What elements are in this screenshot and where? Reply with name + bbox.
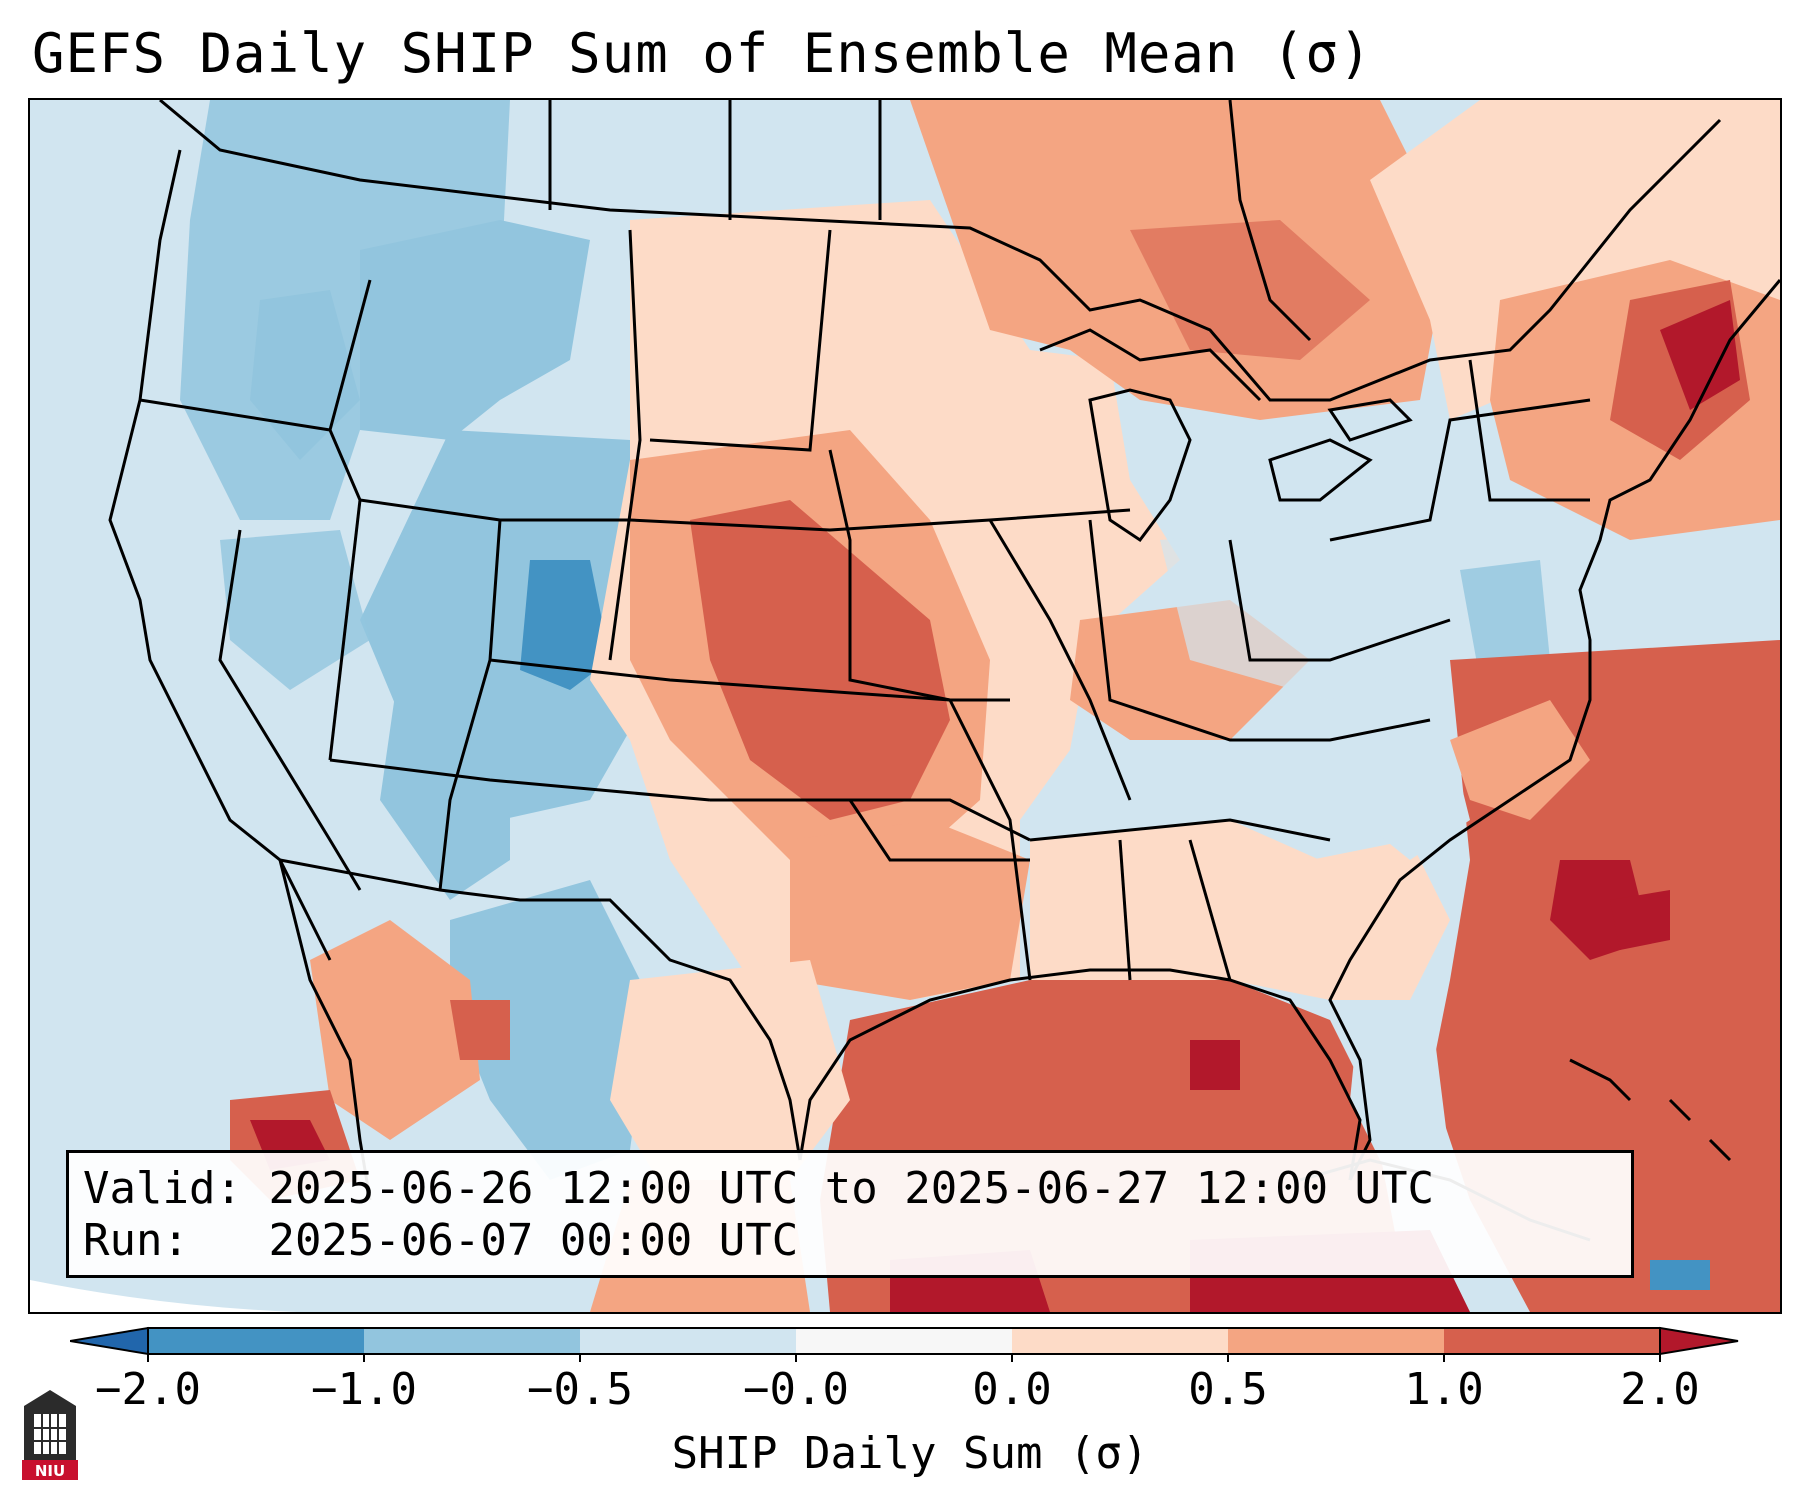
- valid-row: Valid: 2025-06-26 12:00 UTC to 2025-06-2…: [83, 1163, 1434, 1214]
- run-row: Run: 2025-06-07 00:00 UTC: [83, 1215, 798, 1266]
- colorbar-tick-label: −2.0: [95, 1364, 201, 1415]
- valid-value: 2025-06-26 12:00 UTC to 2025-06-27 12:00…: [268, 1163, 1435, 1214]
- colorbar: [70, 1326, 1739, 1362]
- colorbar-tick-label: 1.0: [1404, 1364, 1484, 1415]
- colorbar-segment: [148, 1328, 364, 1354]
- run-label: Run:: [83, 1215, 189, 1266]
- colorbar-segment: [1012, 1328, 1228, 1354]
- colorbar-tick-label: 2.0: [1620, 1364, 1700, 1415]
- run-value: 2025-06-07 00:00 UTC: [268, 1215, 799, 1266]
- colorbar-tick-label: −0.0: [743, 1364, 849, 1415]
- colorbar-label: SHIP Daily Sum (σ): [671, 1428, 1149, 1479]
- anomaly-map: [30, 100, 1780, 1312]
- colorbar-tick-label: 0.0: [972, 1364, 1052, 1415]
- niu-logo-icon: NIU: [22, 1390, 78, 1480]
- page-title: GEFS Daily SHIP Sum of Ensemble Mean (σ): [32, 22, 1373, 85]
- colorbar-segment: [1444, 1328, 1660, 1354]
- colorbar-tick-label: 0.5: [1188, 1364, 1268, 1415]
- colorbar-over-extend: [1659, 1326, 1739, 1356]
- colorbar-segment: [1228, 1328, 1444, 1354]
- colorbar-outline: [147, 1327, 1661, 1355]
- colorbar-segment: [796, 1328, 1012, 1354]
- colorbar-under-extend: [70, 1326, 149, 1356]
- colorbar-segment: [580, 1328, 796, 1354]
- colorbar-segment: [364, 1328, 580, 1354]
- colorbar-tick-label: −1.0: [311, 1364, 417, 1415]
- map-panel: [28, 98, 1782, 1314]
- valid-label: Valid:: [83, 1163, 242, 1214]
- colorbar-tick-label: −0.5: [527, 1364, 633, 1415]
- validity-info-box: Valid: 2025-06-26 12:00 UTC to 2025-06-2…: [66, 1150, 1634, 1278]
- logo-text: NIU: [35, 1462, 65, 1480]
